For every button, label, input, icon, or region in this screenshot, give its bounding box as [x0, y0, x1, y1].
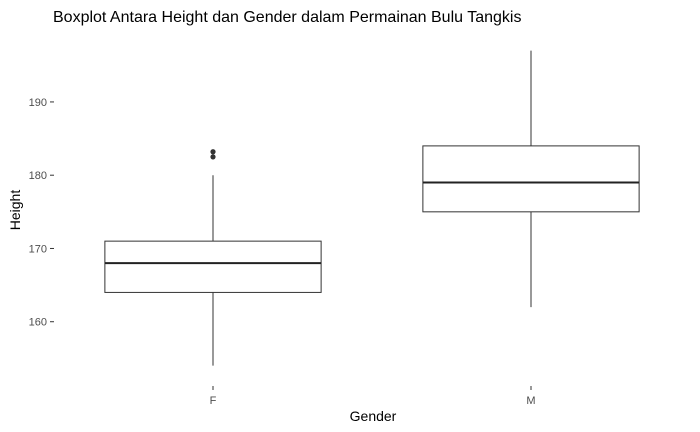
x-axis-title: Gender — [350, 408, 397, 424]
y-axis: 160 170 180 190 — [29, 97, 54, 329]
x-tick-label: F — [210, 395, 217, 407]
y-tick-label: 160 — [29, 317, 47, 329]
box-group-m — [422, 50, 640, 308]
iqr-box — [422, 145, 640, 213]
y-axis-title: Height — [7, 190, 23, 231]
outlier-point — [210, 149, 216, 155]
y-tick-label: 170 — [29, 243, 47, 255]
x-tick-label: M — [526, 395, 535, 407]
y-tick-label: 190 — [29, 97, 47, 109]
box-group-f — [104, 149, 322, 366]
plot-area — [104, 50, 640, 366]
outlier-point — [210, 154, 216, 160]
y-tick-label: 180 — [29, 170, 47, 182]
iqr-box — [104, 240, 322, 293]
chart-title: Boxplot Antara Height dan Gender dalam P… — [53, 9, 521, 26]
